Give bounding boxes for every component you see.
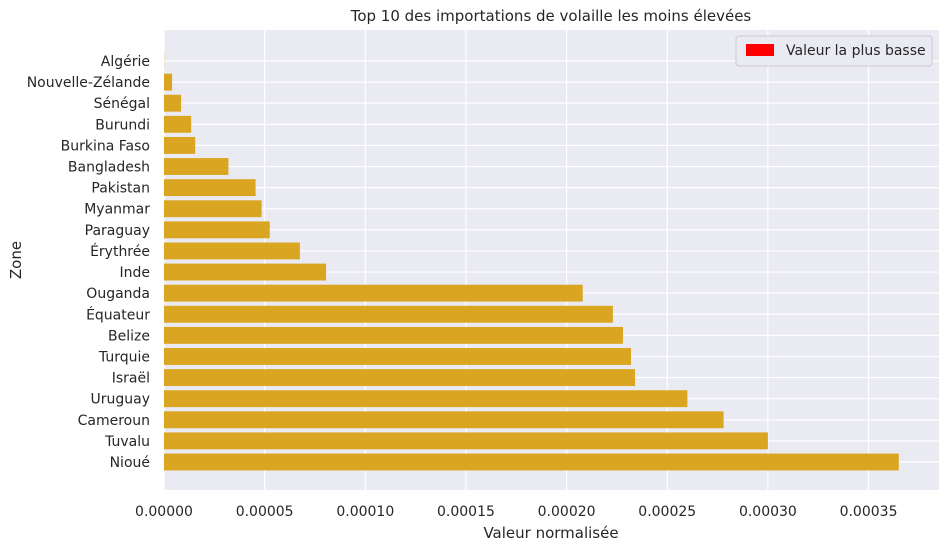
x-tick-label: 0.00000: [135, 504, 193, 520]
bar: [164, 263, 327, 281]
x-tick-label: 0.00020: [538, 504, 596, 520]
x-tick-labels: 0.00000 0.00005 0.00010 0.00015 0.00020 0.000…: [135, 504, 897, 520]
x-tick-label: 0.00010: [336, 504, 394, 520]
y-tick-label: Algérie: [101, 54, 150, 70]
y-tick-label: Paraguay: [85, 223, 150, 239]
bar: [164, 221, 270, 239]
y-tick-labels: Algérie Nouvelle-Zélande Sénégal Burundi Bur…: [27, 54, 151, 471]
x-tick-label: 0.00025: [638, 504, 696, 520]
bar: [164, 348, 632, 365]
y-tick-label: Nioué: [110, 455, 150, 471]
y-tick-label: Uruguay: [91, 392, 151, 408]
x-tick-label: 0.00035: [840, 504, 898, 520]
x-tick-label: 0.00030: [739, 504, 797, 520]
y-tick-label: Tuvalu: [104, 434, 150, 450]
bar: [164, 73, 173, 91]
x-tick-label: 0.00005: [236, 504, 294, 520]
bar: [164, 453, 899, 471]
y-tick-label: Turquie: [98, 349, 150, 365]
bar: [164, 136, 196, 154]
bar: [164, 200, 262, 218]
y-tick-label: Bangladesh: [68, 160, 150, 176]
x-tick-label: 0.00015: [437, 504, 495, 520]
y-tick-label: Ouganda: [86, 286, 150, 302]
y-tick-label: Burundi: [95, 117, 150, 133]
legend-swatch: [746, 44, 774, 56]
y-tick-label: Israël: [112, 371, 150, 387]
bar: [164, 115, 192, 133]
y-axis-title: Zone: [7, 241, 25, 279]
y-tick-label: Érythrée: [90, 243, 150, 260]
bar: [164, 326, 623, 344]
bar: [164, 158, 229, 175]
y-tick-label: Équateur: [86, 306, 150, 323]
y-tick-label: Inde: [119, 265, 150, 281]
legend-label: Valeur la plus basse: [786, 43, 926, 59]
y-tick-label: Belize: [108, 328, 150, 344]
bar: [164, 369, 636, 387]
bar: [164, 94, 182, 112]
legend-box: [735, 35, 933, 67]
bar: [164, 284, 583, 302]
bar: [164, 179, 256, 197]
y-tick-label: Myanmar: [84, 202, 150, 218]
bars: [164, 52, 899, 471]
legend: Valeur la plus basse: [735, 35, 933, 67]
bar: [164, 242, 300, 260]
y-tick-label: Burkina Faso: [61, 138, 150, 154]
y-tick-label: Sénégal: [94, 96, 150, 112]
y-tick-label: Cameroun: [78, 413, 150, 429]
bar: [164, 305, 613, 323]
y-tick-label: Nouvelle-Zélande: [27, 75, 150, 91]
bar: [164, 432, 768, 450]
bar: [164, 411, 724, 429]
bar: [164, 390, 688, 408]
x-axis-title: Valeur normalisée: [483, 524, 618, 542]
y-tick-label: Pakistan: [91, 181, 150, 197]
chart-title: Top 10 des importations de volaille les …: [350, 7, 752, 25]
